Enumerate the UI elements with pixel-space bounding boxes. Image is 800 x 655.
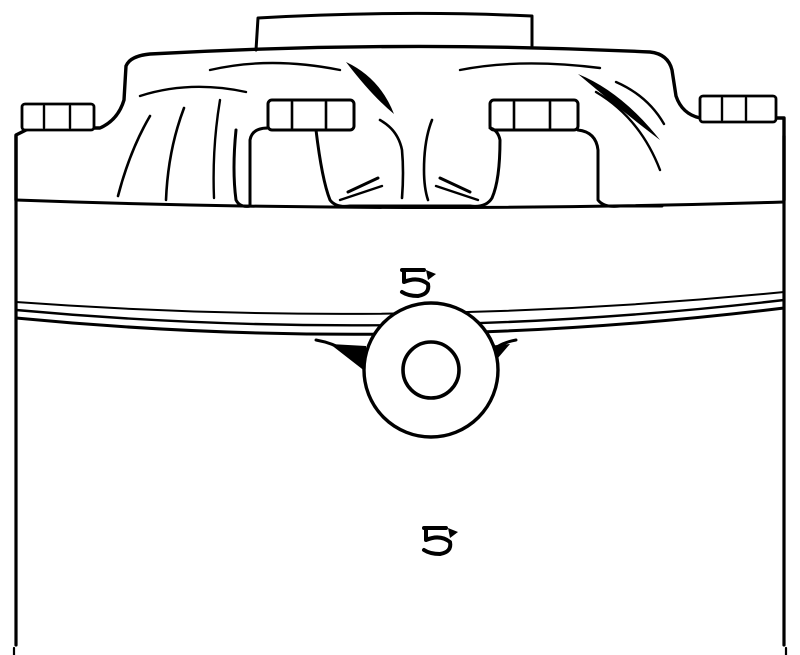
callout-lower: 5	[422, 526, 458, 556]
rotation-arrow-icon	[400, 268, 436, 298]
cylinder-body	[12, 134, 788, 655]
callout-label: 5	[418, 291, 419, 293]
center-hub	[314, 301, 518, 439]
callout-upper: 5	[400, 268, 436, 298]
center-boss	[254, 11, 534, 52]
callout-label: 5	[440, 549, 441, 551]
bolt-right	[698, 94, 778, 124]
bolt-heads	[20, 94, 778, 132]
top-flange	[14, 44, 786, 210]
flange-pockets	[232, 118, 664, 208]
vane-marks	[116, 61, 666, 202]
bolt-left	[20, 102, 96, 132]
rotation-arrow-icon	[422, 526, 458, 556]
bolt-center-right	[488, 98, 580, 132]
bolt-center-left	[266, 98, 356, 132]
